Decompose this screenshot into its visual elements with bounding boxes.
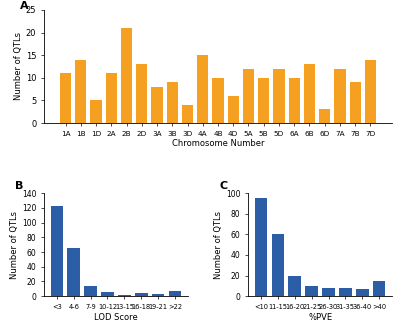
Bar	[169, 291, 181, 296]
Bar	[322, 288, 335, 296]
Bar	[121, 28, 132, 123]
Bar	[305, 286, 318, 296]
Bar	[243, 69, 254, 123]
Bar	[151, 87, 163, 123]
Bar	[68, 248, 80, 296]
Bar	[50, 207, 63, 296]
Bar	[373, 281, 386, 296]
X-axis label: Chromosome Number: Chromosome Number	[172, 139, 264, 148]
Bar	[365, 60, 376, 123]
Bar	[182, 105, 193, 123]
Bar	[319, 110, 330, 123]
Bar	[118, 295, 131, 296]
Y-axis label: Number of QTLs: Number of QTLs	[214, 211, 223, 279]
Bar	[106, 73, 117, 123]
Bar	[90, 100, 102, 123]
Bar	[84, 286, 97, 296]
Bar	[166, 82, 178, 123]
Text: B: B	[15, 181, 24, 191]
Bar	[258, 78, 270, 123]
X-axis label: %PVE: %PVE	[308, 313, 332, 321]
Bar	[75, 60, 86, 123]
Bar	[197, 55, 208, 123]
Bar	[212, 78, 224, 123]
Bar	[304, 64, 315, 123]
Bar	[101, 292, 114, 296]
Bar	[350, 82, 361, 123]
Y-axis label: Number of QTLs: Number of QTLs	[14, 33, 23, 100]
Bar	[288, 78, 300, 123]
Bar	[339, 288, 352, 296]
Bar	[228, 96, 239, 123]
Bar	[288, 275, 301, 296]
Bar	[255, 198, 267, 296]
Bar	[60, 73, 71, 123]
Bar	[272, 234, 284, 296]
Bar	[136, 64, 148, 123]
Y-axis label: Number of QTLs: Number of QTLs	[10, 211, 19, 279]
Text: A: A	[20, 1, 28, 11]
Bar	[152, 294, 164, 296]
Bar	[356, 289, 368, 296]
Text: C: C	[220, 181, 228, 191]
Bar	[273, 69, 285, 123]
Bar	[135, 293, 148, 296]
Bar	[334, 69, 346, 123]
X-axis label: LOD Score: LOD Score	[94, 313, 138, 321]
